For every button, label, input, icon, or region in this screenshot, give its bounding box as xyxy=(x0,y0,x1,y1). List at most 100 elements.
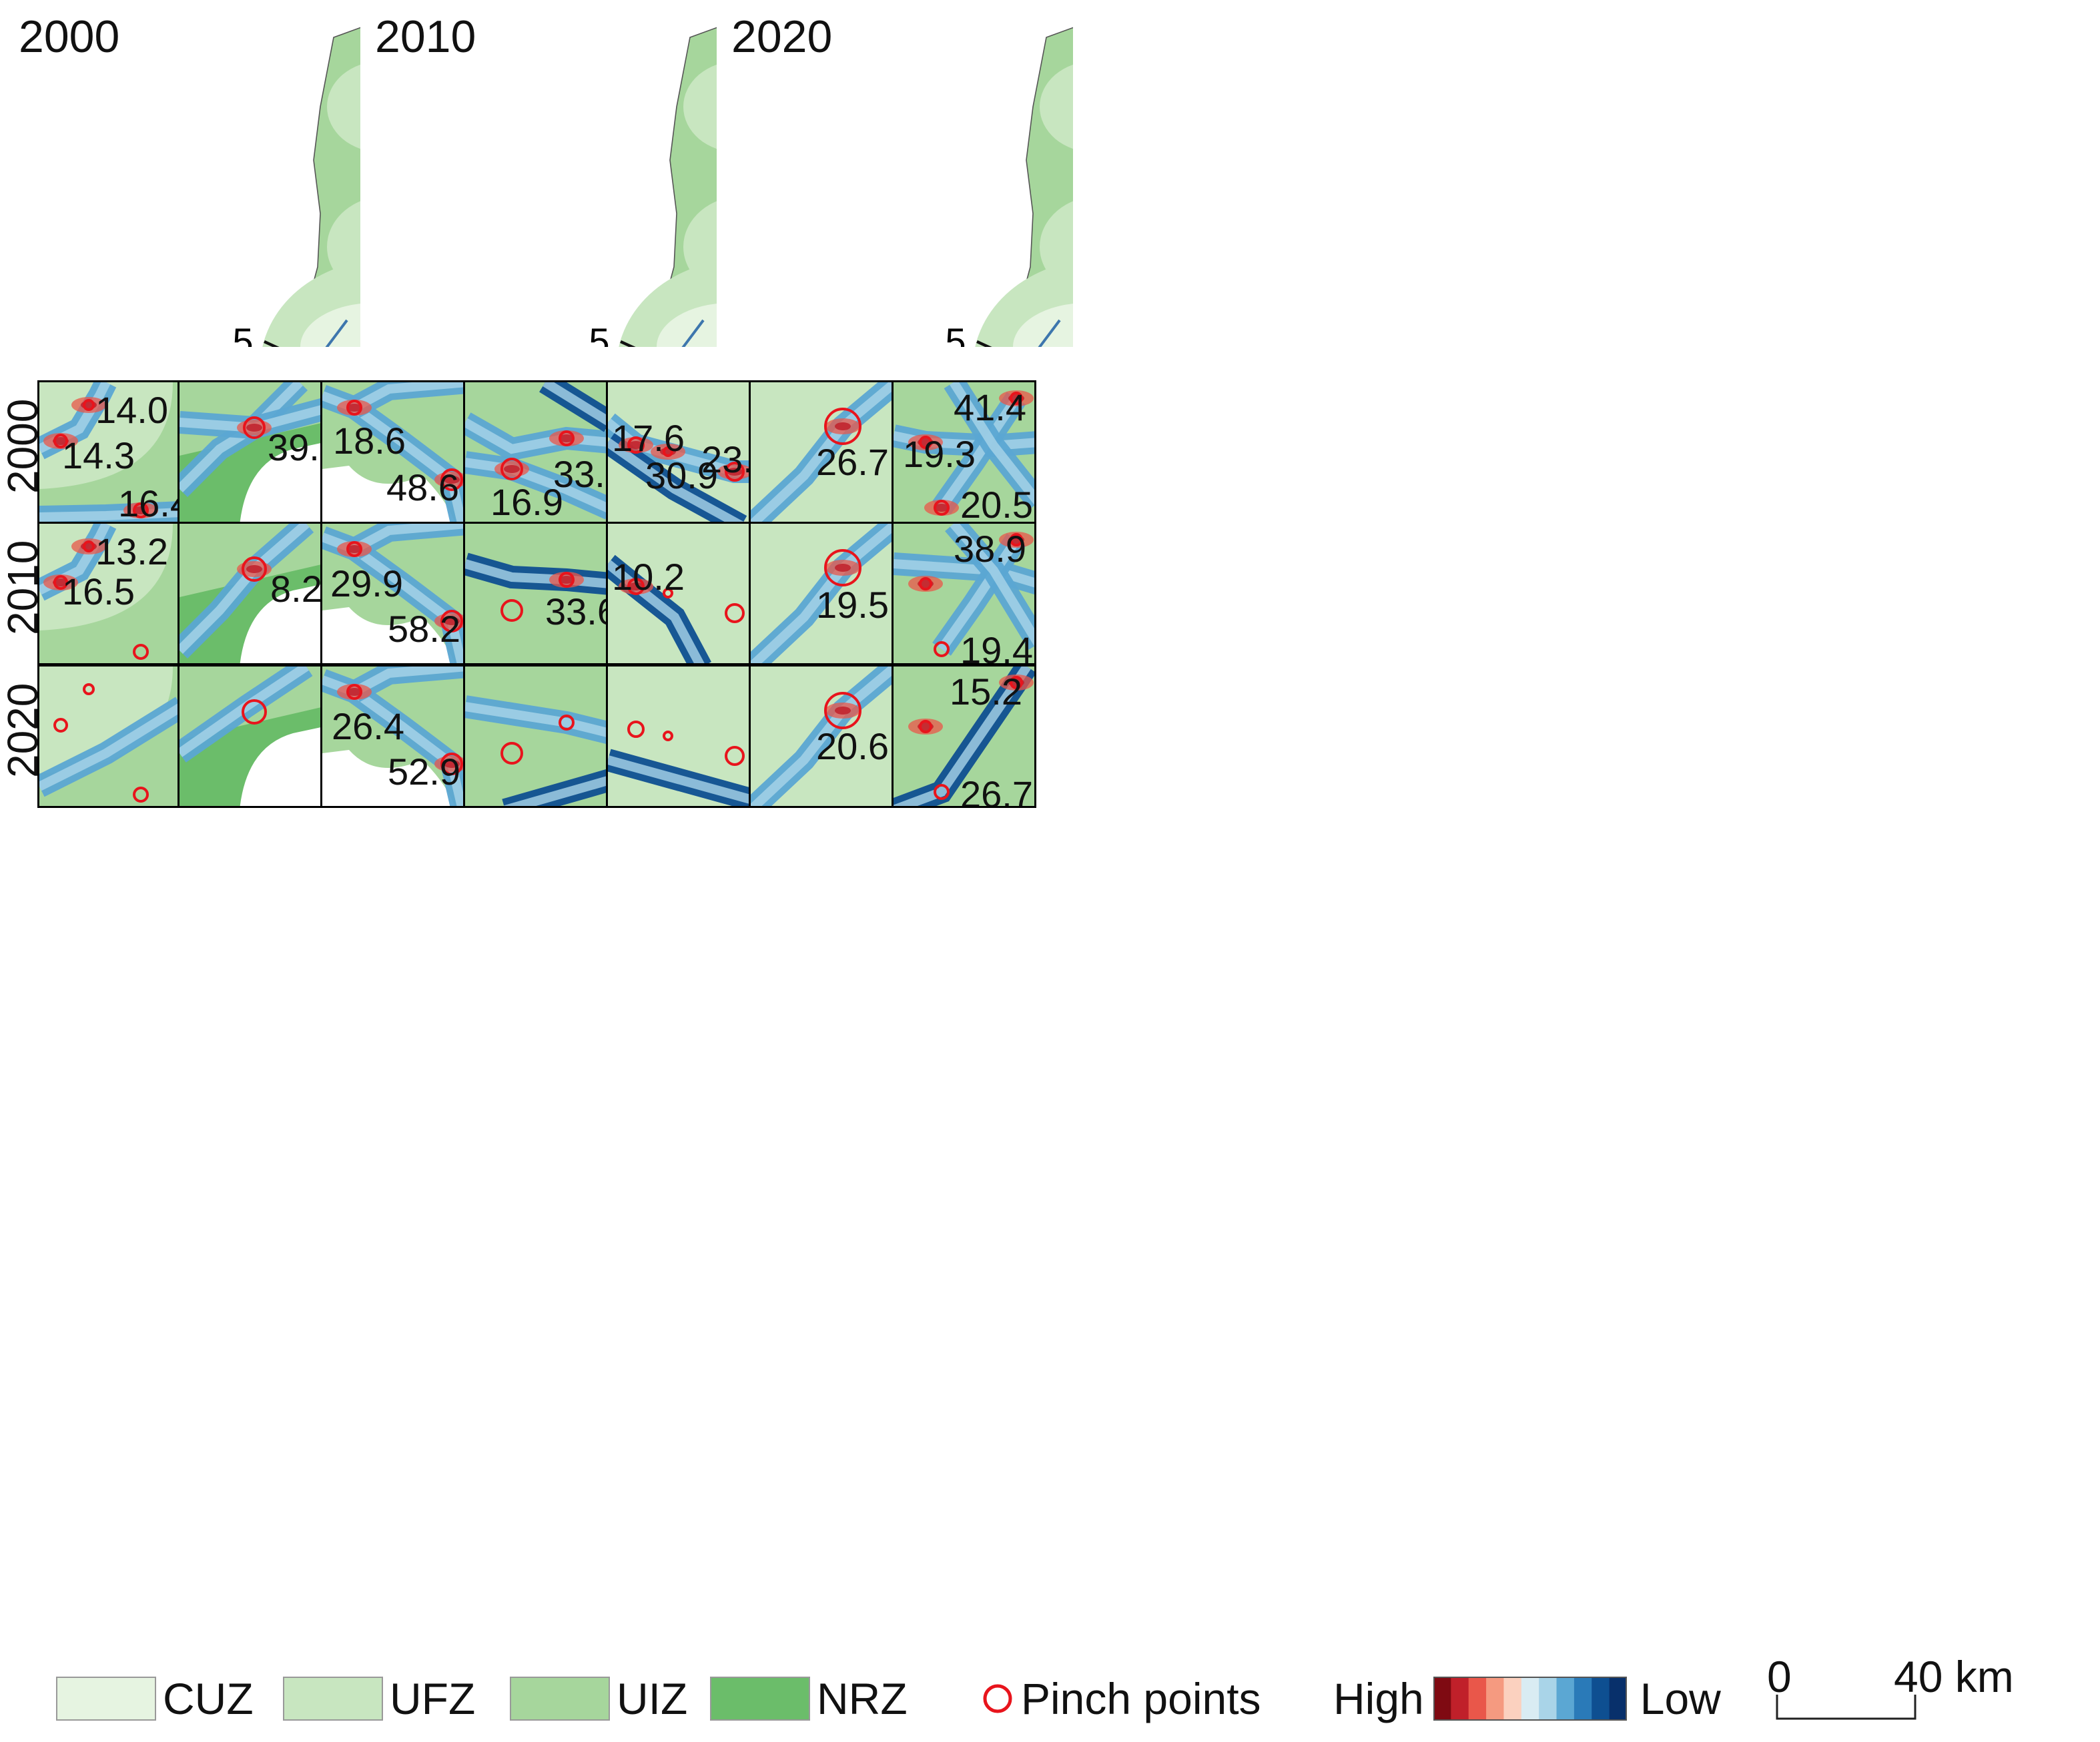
current-hotspot-core xyxy=(444,476,460,484)
grid-cell: 14.014.3 16.4 xyxy=(37,380,180,524)
pinch-point-marker xyxy=(53,434,68,448)
pinch-point-marker xyxy=(500,599,523,622)
pinch-point-marker xyxy=(824,408,861,445)
ramp-step xyxy=(1503,1677,1522,1721)
corridor-core xyxy=(938,537,1020,652)
corridor-core xyxy=(352,524,463,554)
pinch-point-number: 5 xyxy=(232,320,253,347)
corridor-core xyxy=(465,559,606,588)
corridor-core xyxy=(938,396,1020,511)
corridor-line xyxy=(325,319,348,347)
nrz-swatch xyxy=(710,1677,810,1721)
pinch-point-marker xyxy=(133,644,149,660)
corridor-line xyxy=(681,319,705,347)
pinch-point-marker xyxy=(559,572,575,588)
cell-map xyxy=(39,382,178,522)
cuz-zone xyxy=(657,304,717,347)
pinch-point-value: 29.9 xyxy=(330,562,403,604)
grid-cell: 41.4 19.3 20.5 xyxy=(892,380,1036,524)
corridor-core xyxy=(39,703,178,791)
corridor-core xyxy=(608,438,744,522)
pinch-point-value: 52.9 xyxy=(388,751,460,793)
scale-bar xyxy=(1776,1695,1916,1720)
pinch-point-marker xyxy=(663,731,673,741)
ramp-step xyxy=(1521,1677,1539,1721)
pinch-point-value: 19.5 xyxy=(816,584,889,626)
current-hotspot-core xyxy=(246,424,262,432)
current-hotspot-core xyxy=(346,688,362,696)
current-hotspot-core xyxy=(934,504,950,512)
nrz-label: NRZ xyxy=(817,1674,908,1723)
grid-cell xyxy=(463,665,608,808)
current-hotspot-core xyxy=(444,760,460,768)
corridor-line xyxy=(1038,319,1061,347)
pinch-circle-icon xyxy=(983,1684,1012,1713)
overview-map: 1234567N xyxy=(945,27,1073,347)
corridor-core xyxy=(504,776,606,806)
pinch-point-marker xyxy=(1010,533,1023,546)
pinch-point-value: 26.7 xyxy=(816,441,889,483)
cuz-zone xyxy=(300,304,360,347)
overview-map: 1234567N xyxy=(232,27,360,347)
pinch-point-marker xyxy=(559,430,575,446)
corridor-core xyxy=(465,458,606,512)
ufz-zone xyxy=(39,667,173,773)
current-hotspot-core xyxy=(246,565,262,573)
ramp-step xyxy=(1485,1677,1504,1721)
pinch-point-marker xyxy=(83,399,95,411)
outside-area xyxy=(322,750,455,806)
corridor-core xyxy=(352,382,463,412)
current-hotspot-core xyxy=(346,404,362,412)
current-hotspot-core xyxy=(559,576,575,584)
cell-map xyxy=(39,524,173,660)
cell-map xyxy=(751,382,892,522)
grid-cell: 39.8 xyxy=(178,380,322,524)
grid-cell: 8.2 xyxy=(178,522,322,665)
cuz-swatch xyxy=(56,1677,156,1721)
grid-cell: 33.6 xyxy=(463,522,608,665)
legend-cuz: CUZ xyxy=(56,1673,254,1724)
legend-nrz: NRZ xyxy=(710,1673,908,1724)
overview-year-title: 2020 xyxy=(731,11,833,62)
grid-cell: 33.516.9 xyxy=(463,380,608,524)
grid-cell: 10.2 xyxy=(606,522,751,665)
grid-cell: 38.9 19.4 xyxy=(892,522,1036,665)
pinch-point-number: 5 xyxy=(589,320,609,347)
corridor-core xyxy=(543,382,606,426)
pinch-point-marker xyxy=(500,458,523,480)
legend-uiz: UIZ xyxy=(510,1673,687,1724)
pinch-point-marker xyxy=(934,784,950,800)
ramp-low-label: Low xyxy=(1640,1674,1721,1723)
pinch-point-marker xyxy=(53,575,68,590)
pinch-point-marker xyxy=(725,746,745,766)
pinch-point-marker xyxy=(440,753,463,775)
pinch-point-value: 15.2 xyxy=(950,671,1022,713)
cell-map xyxy=(465,552,606,622)
current-hotspot-core xyxy=(727,468,743,476)
current-hotspot-core xyxy=(504,465,520,473)
cell-map xyxy=(608,413,749,522)
current-hotspot-core xyxy=(133,506,149,514)
current-hotspot-core xyxy=(53,578,69,586)
corridor-core xyxy=(465,702,606,737)
ramp-step xyxy=(1433,1677,1451,1721)
ufz-zone xyxy=(683,64,717,149)
current-hotspot-core xyxy=(559,434,575,442)
grid-cell: 15.2 26.7 xyxy=(892,665,1036,808)
pinch-point-value: 8.2 xyxy=(270,568,322,610)
corridor-core xyxy=(608,755,749,804)
pinch-point-value: 30.9 xyxy=(645,454,718,496)
ramp-step xyxy=(1556,1677,1575,1721)
pinch-point-value: 10.2 xyxy=(612,556,685,598)
grid-cell: 26.7 xyxy=(749,380,894,524)
pinch-point-value: 58.2 xyxy=(388,608,460,650)
pinch-point-marker xyxy=(919,720,932,733)
corridor-core xyxy=(894,431,1034,451)
current-hotspot-core xyxy=(53,437,69,445)
current-hotspot-core xyxy=(835,564,851,572)
current-hotspot-core xyxy=(628,441,644,449)
pinch-point-marker xyxy=(242,699,267,725)
cell-map xyxy=(894,667,1034,806)
pinch-point-marker xyxy=(934,500,950,516)
corridor-core xyxy=(751,667,892,806)
